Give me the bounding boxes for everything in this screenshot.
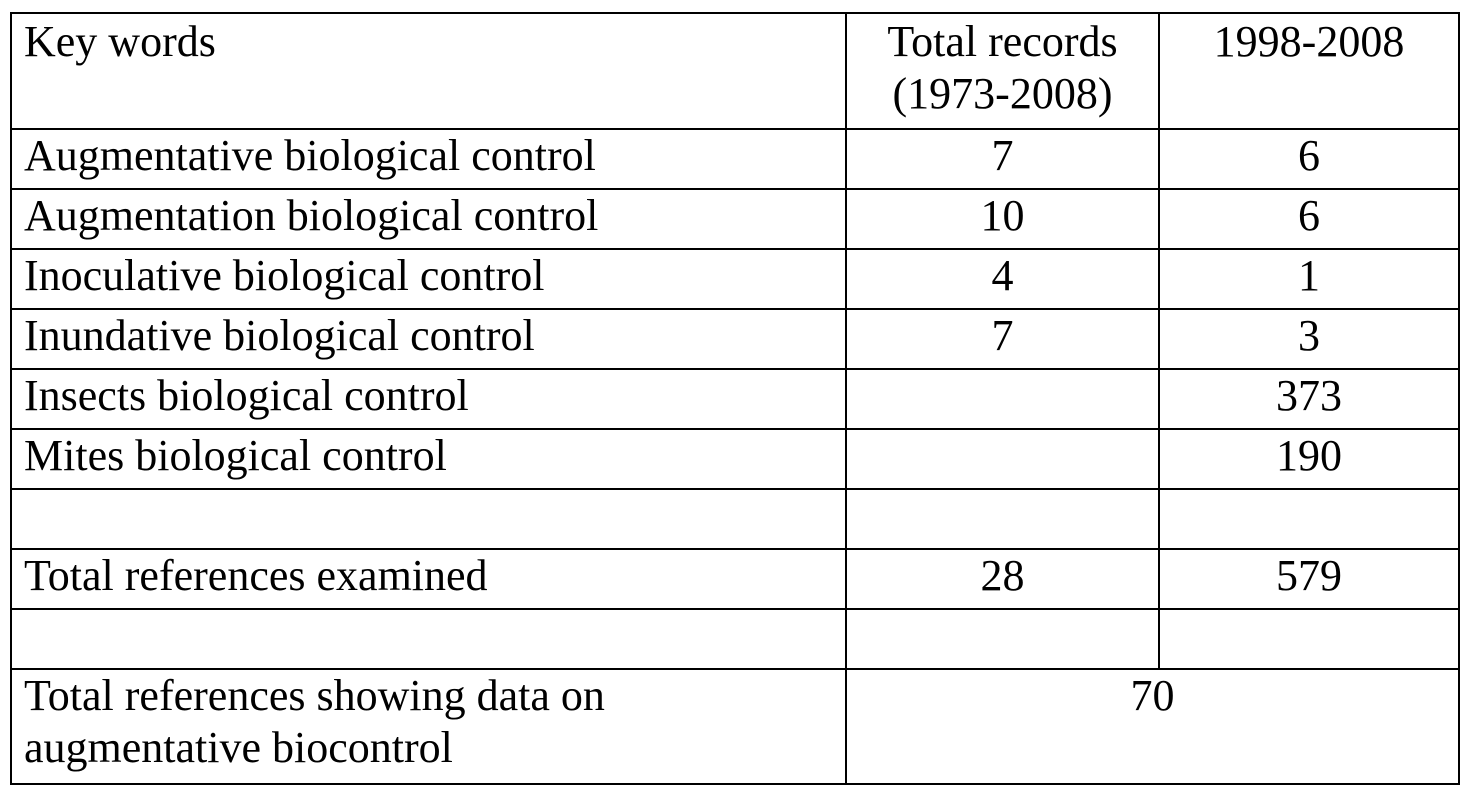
header-row: Key words Total records (1973-2008) 1998… [10, 12, 1460, 130]
table-row: Insects biological control 373 [10, 368, 1460, 430]
table-row: Augmentative biological control 7 6 [10, 128, 1460, 190]
count-cell: 190 [1158, 428, 1460, 490]
count-cell [845, 368, 1160, 430]
keyword-cell: Insects biological control [10, 368, 847, 430]
count-cell [1158, 488, 1460, 550]
header-cell: 1998-2008 [1158, 12, 1460, 130]
table-row [10, 608, 1460, 670]
keyword-cell: Mites biological control [10, 428, 847, 490]
count-cell: 6 [1158, 128, 1460, 190]
count-cell: 10 [845, 188, 1160, 250]
table-body: Key words Total records (1973-2008) 1998… [10, 12, 1460, 785]
header-cell: Total records (1973-2008) [845, 12, 1160, 130]
count-cell [845, 488, 1160, 550]
keyword-cell: Augmentation biological control [10, 188, 847, 250]
records-table: Key words Total records (1973-2008) 1998… [10, 12, 1460, 785]
count-cell: 6 [1158, 188, 1460, 250]
table-row: Mites biological control 190 [10, 428, 1460, 490]
table-row [10, 488, 1460, 550]
count-cell: 70 [845, 668, 1460, 785]
table-row: Inundative biological control 7 3 [10, 308, 1460, 370]
keyword-cell [10, 488, 847, 550]
table-row: Total references showing data on augment… [10, 668, 1460, 785]
count-cell: 1 [1158, 248, 1460, 310]
keyword-cell: Augmentative biological control [10, 128, 847, 190]
keyword-cell: Total references showing data on augment… [10, 668, 847, 785]
header-cell: Key words [10, 12, 847, 130]
table-row: Inoculative biological control 4 1 [10, 248, 1460, 310]
table-row: Total references examined 28 579 [10, 548, 1460, 610]
count-cell [845, 608, 1160, 670]
count-cell [845, 428, 1160, 490]
count-cell: 28 [845, 548, 1160, 610]
table-row: Augmentation biological control 10 6 [10, 188, 1460, 250]
count-cell: 373 [1158, 368, 1460, 430]
keyword-cell: Inundative biological control [10, 308, 847, 370]
count-cell: 4 [845, 248, 1160, 310]
count-cell: 7 [845, 128, 1160, 190]
keyword-cell: Total references examined [10, 548, 847, 610]
count-cell [1158, 608, 1460, 670]
count-cell: 579 [1158, 548, 1460, 610]
count-cell: 3 [1158, 308, 1460, 370]
count-cell: 7 [845, 308, 1160, 370]
keyword-cell [10, 608, 847, 670]
keyword-cell: Inoculative biological control [10, 248, 847, 310]
